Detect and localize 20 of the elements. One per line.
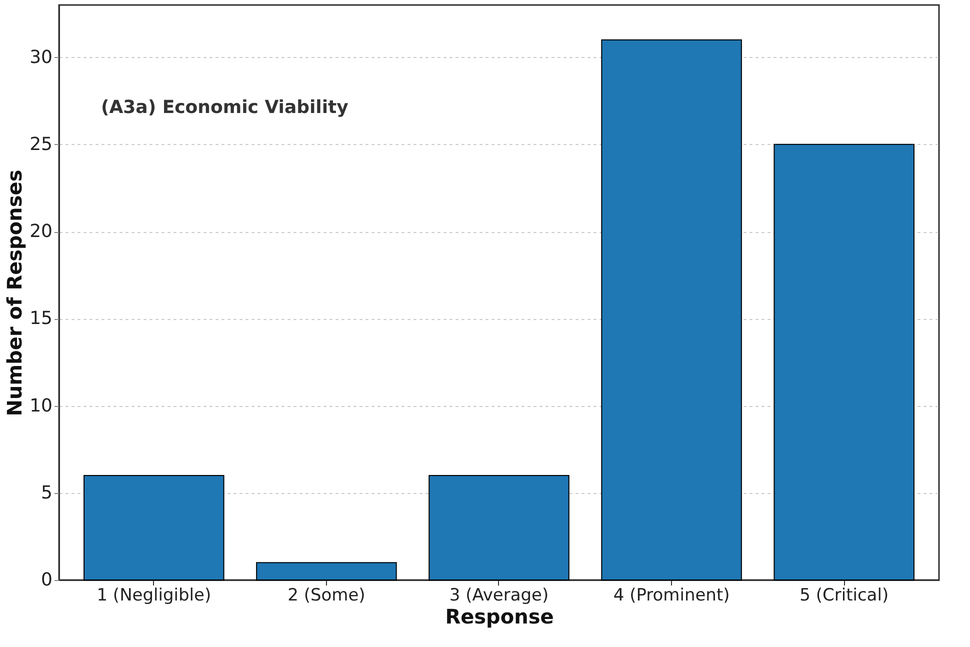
y-tick-label: 25 <box>30 134 52 155</box>
x-tick-label: 2 (Some) <box>288 586 366 606</box>
x-tick-label: 1 (Negligible) <box>96 586 212 606</box>
y-tick-label: 20 <box>30 221 52 242</box>
y-tick-label: 0 <box>41 570 52 590</box>
bar <box>774 144 914 580</box>
bar <box>601 39 742 580</box>
y-tick-label: 30 <box>30 46 52 68</box>
bar <box>428 474 570 580</box>
x-tick-label: 4 (Prominent) <box>613 586 730 606</box>
x-tick-label: 3 (Average) <box>449 586 549 606</box>
y-tick-label: 10 <box>30 395 52 416</box>
x-axis-title: Response <box>445 604 554 628</box>
y-axis-title: Number of Responses <box>2 170 27 416</box>
bar <box>84 474 224 580</box>
y-tick-label: 15 <box>30 308 52 330</box>
annotation: (A3a) Economic Viability <box>101 97 349 118</box>
y-tick-label: 5 <box>41 482 52 504</box>
bar <box>256 562 397 580</box>
x-tick-label: 5 (Critical) <box>800 586 889 606</box>
